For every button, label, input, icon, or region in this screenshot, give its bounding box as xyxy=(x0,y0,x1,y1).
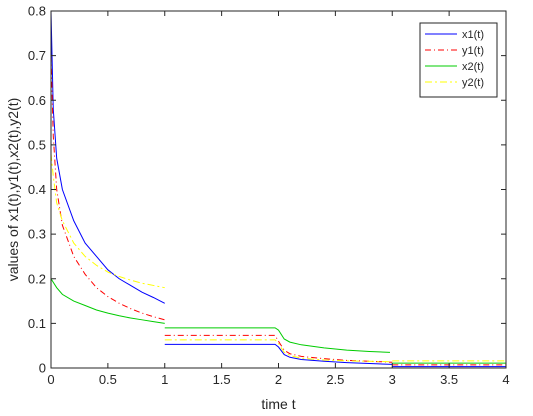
ticks-layer: 0 0.5 1 1.5 2 2.5 3 3.5 4 0 0.1 0.2 0.3 0.4 0.5 0.6 0.7 0… xyxy=(28,4,510,388)
y-tick-label: 0.1 xyxy=(28,316,46,331)
y-tick-label: 0.7 xyxy=(28,48,46,63)
series-line-segment xyxy=(50,10,165,304)
legend-label: x2(t) xyxy=(462,61,484,73)
y-tick-label: 0.5 xyxy=(28,137,46,152)
series-line-segment xyxy=(50,55,165,321)
y-tick-label: 0.6 xyxy=(28,93,46,108)
y-tick-label: 0 xyxy=(39,361,46,376)
x-tick-label: 1.5 xyxy=(213,372,231,387)
series-line-segment xyxy=(164,327,391,353)
legend-label: y2(t) xyxy=(462,77,484,89)
x-tick-label: 0 xyxy=(47,372,54,387)
x-tick-label: 0.5 xyxy=(99,372,117,387)
x-tick-label: 2 xyxy=(275,372,282,387)
series-y2(t) xyxy=(50,153,506,363)
legend: x1(t) y1(t) x2(t) y2(t) xyxy=(419,22,498,98)
y-tick-label: 0.2 xyxy=(28,271,46,286)
legend-label: y1(t) xyxy=(462,45,484,57)
x-tick-label: 4 xyxy=(502,372,509,387)
series-line-segment xyxy=(164,339,393,363)
series-line-segment xyxy=(50,278,165,324)
series-line-segment xyxy=(50,153,165,289)
y-tick-label: 0.8 xyxy=(28,4,46,19)
x-tick-label: 3.5 xyxy=(440,372,458,387)
x-axis-title: time t xyxy=(261,396,295,412)
x-tick-label: 3 xyxy=(389,372,396,387)
series-layer xyxy=(50,10,506,368)
x-tick-label: 1 xyxy=(161,372,168,387)
series-line-segment xyxy=(164,343,393,365)
y-tick-label: 0.3 xyxy=(28,227,46,242)
legend-label: x1(t) xyxy=(462,29,484,41)
x-tick-label: 2.5 xyxy=(326,372,344,387)
y-axis-title: values of x1(t),y1(t),x2(t),y2(t) xyxy=(5,98,21,282)
y-tick-label: 0.4 xyxy=(28,182,46,197)
legend-box xyxy=(419,22,498,98)
